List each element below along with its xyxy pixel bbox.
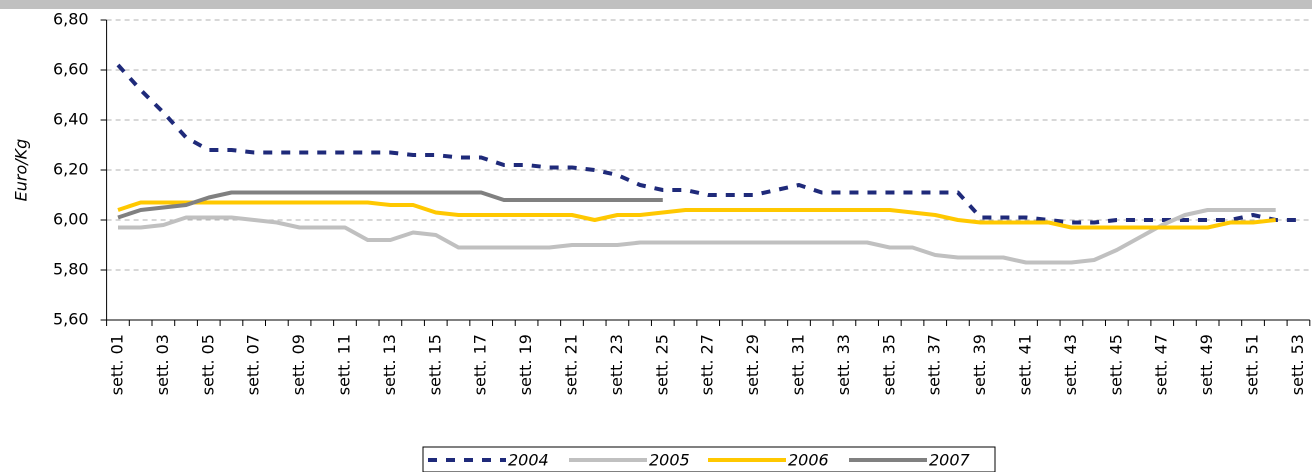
x-tick-label: sett. 29: [743, 334, 762, 395]
series-line: [118, 208, 1276, 265]
x-tick-label: sett. 05: [198, 334, 217, 395]
x-tick-label: sett. 39: [970, 334, 989, 395]
x-tick-label: sett. 25: [652, 334, 671, 395]
x-tick-label: sett. 45: [1106, 334, 1125, 395]
x-tick-label: sett. 33: [834, 334, 853, 395]
x-tick-label: sett. 09: [289, 334, 308, 395]
legend-label: 2006: [788, 451, 829, 470]
x-tick-label: sett. 13: [380, 334, 399, 395]
x-tick-label: sett. 03: [153, 334, 172, 395]
y-tick-label: 6,20: [53, 160, 89, 179]
x-tick-label: sett. 37: [925, 334, 944, 395]
y-tick-label: 6,80: [53, 10, 89, 29]
x-tick-label: sett. 51: [1243, 334, 1262, 395]
y-tick-label: 6,00: [53, 210, 89, 229]
x-tick-label: sett. 43: [1061, 334, 1080, 395]
y-tick-label: 5,60: [53, 310, 89, 329]
x-tick-label: sett. 21: [561, 334, 580, 395]
y-axis-label: Euro/Kg: [12, 139, 31, 202]
x-tick-label: sett. 23: [607, 334, 626, 395]
x-tick-label: sett. 19: [516, 334, 535, 395]
series-line: [117, 200, 1276, 230]
series-line: [116, 63, 1299, 225]
y-tick-label: 6,60: [53, 60, 89, 79]
x-tick-label: sett. 49: [1197, 334, 1216, 395]
legend-label: 2004: [508, 451, 549, 470]
x-tick-label: sett. 53: [1288, 334, 1307, 395]
y-tick-label: 6,40: [53, 110, 89, 129]
x-tick-label: sett. 35: [879, 334, 898, 395]
x-tick-label: sett. 11: [334, 334, 353, 395]
x-tick-label: sett. 47: [1152, 334, 1171, 395]
x-tick-label: sett. 31: [789, 334, 808, 395]
x-tick-label: sett. 07: [244, 334, 263, 395]
legend-label: 2005: [649, 451, 690, 470]
series-line: [117, 190, 663, 220]
x-tick-label: sett. 17: [471, 334, 490, 395]
y-tick-label: 5,80: [53, 260, 89, 279]
x-tick-label: sett. 01: [107, 334, 126, 395]
x-tick-label: sett. 15: [425, 334, 444, 395]
x-tick-label: sett. 41: [1016, 334, 1035, 395]
title-band: [0, 0, 1312, 9]
legend-label: 2007: [929, 451, 971, 470]
x-tick-label: sett. 27: [698, 334, 717, 395]
